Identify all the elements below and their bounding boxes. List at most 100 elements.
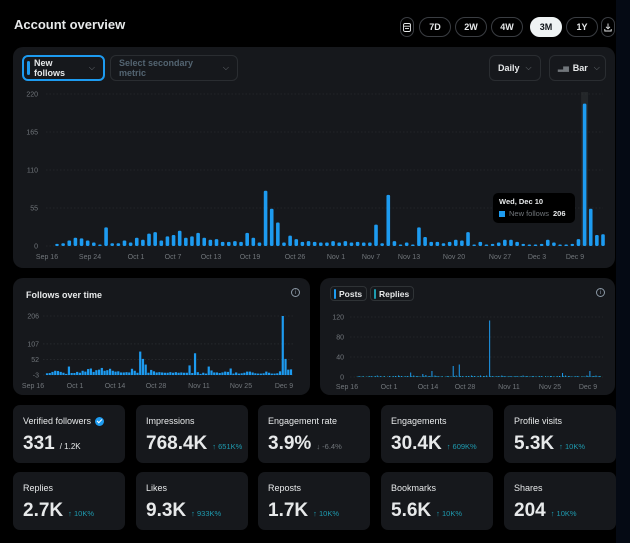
bar	[153, 232, 157, 246]
y-tick-label: 110	[27, 168, 38, 175]
bar	[281, 316, 284, 375]
stat-label: Reposts	[268, 483, 301, 493]
x-tick-label: Sep 16	[22, 383, 44, 390]
bar-posts	[379, 376, 381, 377]
bar	[87, 369, 90, 375]
bar-posts	[431, 371, 433, 377]
bar	[106, 370, 109, 375]
stat-card-bookmarks[interactable]: Bookmarks 5.6K ↑ 10K%	[381, 472, 493, 530]
bar-replies	[432, 376, 434, 377]
bar	[331, 241, 335, 246]
bar	[133, 370, 136, 375]
bar	[294, 239, 299, 246]
stat-card-engagement-rate[interactable]: Engagement rate 3.9% ↓ -6.4%	[258, 405, 370, 463]
bar	[117, 371, 120, 375]
bar-replies	[520, 376, 522, 377]
tooltip-series: New follows	[509, 209, 550, 218]
bar-replies	[423, 376, 425, 377]
chart-type-dropdown[interactable]: ▂▅ Bar ⌵	[549, 55, 606, 81]
bar	[484, 244, 489, 246]
bar	[215, 372, 219, 375]
bar	[81, 370, 84, 375]
bar	[141, 358, 145, 375]
legend-posts[interactable]: Posts	[330, 286, 368, 301]
range-2w-button[interactable]: 2W	[455, 17, 487, 37]
bar	[515, 241, 519, 246]
legend-replies[interactable]: Replies	[370, 286, 415, 301]
bar-posts	[367, 376, 369, 377]
bar-replies	[508, 376, 510, 377]
stat-card-shares[interactable]: Shares 204 ↑ 10K%	[504, 472, 616, 530]
bar	[276, 373, 279, 375]
x-tick-label: Oct 28	[146, 383, 167, 390]
bar-replies	[396, 376, 398, 377]
bar-posts	[477, 376, 478, 377]
bar	[79, 238, 84, 246]
bar-posts	[391, 376, 393, 377]
bar	[361, 242, 366, 246]
x-tick-label: Nov 7	[362, 254, 380, 261]
bar-replies	[529, 376, 531, 377]
bar-replies	[414, 376, 416, 377]
stat-card-reposts[interactable]: Reposts 1.7K ↑ 10K%	[258, 472, 370, 530]
stat-label-text: Shares	[514, 483, 543, 493]
bar-posts	[467, 376, 469, 377]
x-tick-label: Nov 27	[489, 254, 511, 261]
info-icon[interactable]: i	[596, 288, 605, 297]
bar	[226, 241, 231, 246]
bar-replies	[478, 376, 480, 377]
x-tick-label: Nov 13	[398, 254, 420, 261]
stat-card-verified-followers[interactable]: Verified followers 331 / 1.2K	[13, 405, 125, 463]
stat-label: Verified followers	[23, 416, 105, 426]
bar	[527, 244, 532, 246]
stat-card-likes[interactable]: Likes 9.3K ↑ 933K%	[136, 472, 248, 530]
range-1y-button[interactable]: 1Y	[566, 17, 598, 37]
follows-over-time-panel: Follows over time i	[13, 278, 310, 395]
bar	[270, 373, 273, 375]
calendar-button[interactable]	[400, 17, 414, 37]
range-3m-button[interactable]: 3M	[530, 17, 562, 37]
x-tick-label: Oct 14	[105, 383, 126, 390]
bar-replies	[420, 376, 422, 377]
bar-posts	[498, 376, 500, 377]
range-7d-button[interactable]: 7D	[419, 17, 451, 37]
stat-card-impressions[interactable]: Impressions 768.4K ↑ 651K%	[136, 405, 248, 463]
bar-posts	[407, 376, 409, 377]
chevron-down-icon: ⌵	[222, 63, 229, 72]
bar-replies	[548, 376, 550, 377]
bar	[128, 242, 133, 246]
info-icon[interactable]: i	[291, 288, 300, 297]
bar-replies	[514, 376, 516, 377]
bar	[306, 241, 311, 246]
bar	[423, 237, 427, 246]
bar-replies	[444, 376, 446, 377]
bar	[218, 373, 221, 375]
bar	[163, 372, 166, 375]
y-tick-label: 40	[336, 355, 344, 362]
bar-replies	[371, 376, 373, 377]
bar	[161, 372, 164, 375]
stat-value: 1.7K	[268, 500, 309, 521]
stat-value-row: 3.9% ↓ -6.4%	[268, 433, 342, 455]
stat-label: Engagements	[391, 416, 447, 426]
bar-replies	[532, 376, 534, 377]
secondary-metric-dropdown[interactable]: Select secondary metric ⌵	[110, 55, 238, 81]
bar-posts	[565, 375, 567, 377]
primary-metric-dropdown[interactable]: New follows ⌵	[22, 55, 105, 81]
bar-replies	[459, 376, 461, 377]
follows-over-time-chart: -3 52 107 206 Sep 16 Oct 1 Oct 14 Oct 28 Nov 11 N…	[22, 314, 293, 391]
bar	[398, 244, 403, 246]
bar-posts	[559, 376, 561, 377]
bar-posts	[437, 376, 439, 377]
bar-replies	[447, 376, 449, 377]
range-4w-button[interactable]: 4W	[491, 17, 523, 37]
stat-card-engagements[interactable]: Engagements 30.4K ↑ 609K%	[381, 405, 493, 463]
bar	[257, 242, 262, 246]
interval-dropdown[interactable]: Daily ⌵	[489, 55, 541, 81]
stat-card-profile-visits[interactable]: Profile visits 5.3K ↑ 10K%	[504, 405, 616, 463]
bar-posts	[519, 376, 521, 377]
stat-value-row: 204 ↑ 10K%	[514, 500, 577, 522]
download-button[interactable]	[601, 17, 615, 37]
bar	[158, 372, 161, 375]
stat-card-replies[interactable]: Replies 2.7K ↑ 10K%	[13, 472, 125, 530]
